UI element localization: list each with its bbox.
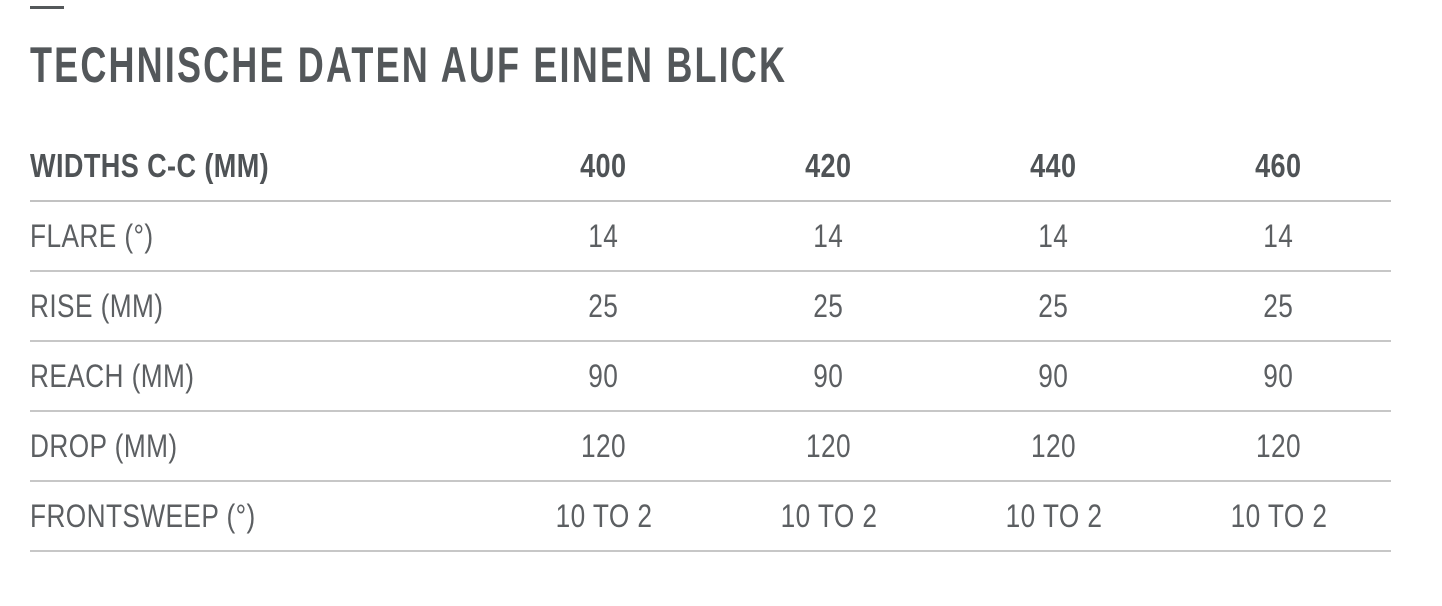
table-cell: 90: [716, 358, 941, 395]
header-col-420: 420: [716, 147, 941, 185]
table-cell: 14: [716, 218, 941, 255]
header-col-460-text: 460: [1255, 147, 1302, 184]
top-left-dash: [30, 6, 64, 9]
row-label: FLARE (°): [30, 217, 154, 254]
table-cell: 120: [941, 428, 1166, 465]
cell-value: 25: [588, 287, 619, 324]
cell-value: 10 TO 2: [1005, 497, 1102, 534]
header-label: WIDTHS C-C (MM): [30, 147, 270, 184]
table-cell: 90: [941, 358, 1166, 395]
table-header-row: WIDTHS C-C (MM) 400 420 440 460: [30, 132, 1391, 202]
table-row-reach: REACH (MM) 90 90 90 90: [30, 342, 1391, 412]
table-cell: 25: [716, 288, 941, 325]
row-label-cell: FRONTSWEEP (°): [30, 498, 491, 535]
header-col-420-text: 420: [805, 147, 852, 184]
cell-value: 10 TO 2: [1230, 497, 1327, 534]
table-cell: 25: [491, 288, 716, 325]
table-cell: 14: [1166, 218, 1391, 255]
row-label: RISE (MM): [30, 287, 164, 324]
row-label-cell: FLARE (°): [30, 218, 491, 255]
table-cell: 120: [491, 428, 716, 465]
table-row-frontsweep: FRONTSWEEP (°) 10 TO 2 10 TO 2 10 TO 2 1…: [30, 482, 1391, 552]
cell-value: 120: [1255, 427, 1301, 464]
table-row-rise: RISE (MM) 25 25 25 25: [30, 272, 1391, 342]
cell-value: 120: [580, 427, 626, 464]
table-cell: 90: [491, 358, 716, 395]
table-cell: 25: [1166, 288, 1391, 325]
table-cell: 90: [1166, 358, 1391, 395]
table-cell: 14: [491, 218, 716, 255]
cell-value: 10 TO 2: [555, 497, 652, 534]
cell-value: 25: [1038, 287, 1069, 324]
table-cell: 10 TO 2: [491, 498, 716, 535]
page-title: TECHNISCHE DATEN AUF EINEN BLICK: [30, 37, 788, 93]
cell-value: 14: [588, 217, 619, 254]
cell-value: 10 TO 2: [780, 497, 877, 534]
table-cell: 10 TO 2: [716, 498, 941, 535]
row-label-cell: DROP (MM): [30, 428, 491, 465]
header-col-460: 460: [1166, 147, 1391, 185]
cell-value: 90: [1038, 357, 1069, 394]
cell-value: 25: [813, 287, 844, 324]
header-col-440-text: 440: [1030, 147, 1077, 184]
row-label: DROP (MM): [30, 427, 178, 464]
cell-value: 25: [1263, 287, 1294, 324]
cell-value: 14: [813, 217, 844, 254]
table-cell: 10 TO 2: [941, 498, 1166, 535]
cell-value: 120: [805, 427, 851, 464]
row-label-cell: RISE (MM): [30, 288, 491, 325]
table-cell: 25: [941, 288, 1166, 325]
cell-value: 14: [1263, 217, 1294, 254]
spec-table: WIDTHS C-C (MM) 400 420 440 460 FLARE (°…: [30, 132, 1391, 552]
cell-value: 90: [588, 357, 619, 394]
table-row-flare: FLARE (°) 14 14 14 14: [30, 202, 1391, 272]
row-label-cell: REACH (MM): [30, 358, 491, 395]
table-row-drop: DROP (MM) 120 120 120 120: [30, 412, 1391, 482]
header-label-cell: WIDTHS C-C (MM): [30, 147, 491, 185]
header-col-400-text: 400: [580, 147, 627, 184]
cell-value: 14: [1038, 217, 1069, 254]
header-col-400: 400: [491, 147, 716, 185]
cell-value: 90: [1263, 357, 1294, 394]
row-label: FRONTSWEEP (°): [30, 497, 256, 534]
table-cell: 120: [716, 428, 941, 465]
table-cell: 120: [1166, 428, 1391, 465]
cell-value: 120: [1030, 427, 1076, 464]
header-col-440: 440: [941, 147, 1166, 185]
table-cell: 10 TO 2: [1166, 498, 1391, 535]
cell-value: 90: [813, 357, 844, 394]
table-cell: 14: [941, 218, 1166, 255]
row-label: REACH (MM): [30, 357, 195, 394]
